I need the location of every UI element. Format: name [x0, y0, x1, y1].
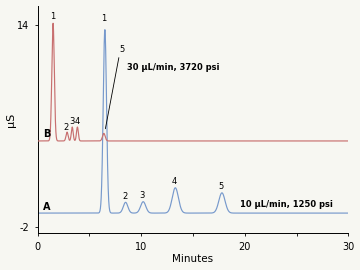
- Text: 3: 3: [69, 117, 74, 126]
- Text: 10 μL/min, 1250 psi: 10 μL/min, 1250 psi: [239, 200, 332, 209]
- Text: 1: 1: [102, 14, 107, 23]
- Text: 5: 5: [120, 45, 125, 54]
- Text: 1: 1: [50, 12, 55, 22]
- Text: 4: 4: [172, 177, 177, 186]
- Text: 2: 2: [122, 191, 127, 201]
- Y-axis label: μS: μS: [5, 112, 15, 127]
- Text: 30 μL/min, 3720 psi: 30 μL/min, 3720 psi: [127, 62, 219, 72]
- X-axis label: Minutes: Minutes: [172, 254, 213, 264]
- Text: 5: 5: [218, 182, 224, 191]
- Text: 4: 4: [75, 117, 80, 126]
- Text: B: B: [43, 129, 50, 139]
- Text: 2: 2: [63, 123, 68, 132]
- Text: 3: 3: [139, 191, 145, 200]
- Text: A: A: [43, 202, 50, 212]
